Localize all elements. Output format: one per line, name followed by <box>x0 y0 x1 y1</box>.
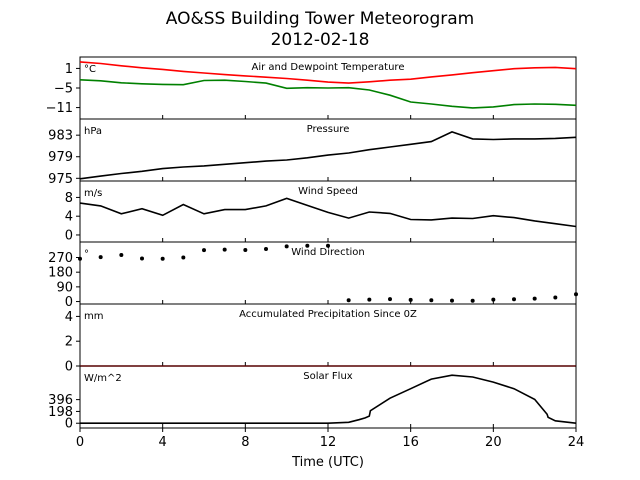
data-point <box>305 243 310 248</box>
panel-title: Solar Flux <box>303 371 353 382</box>
panel-unit-label: ° <box>84 249 89 260</box>
panel-unit-label: W/m^2 <box>84 373 122 384</box>
data-point <box>408 297 413 302</box>
panel-title: Accumulated Precipitation Since 0Z <box>239 309 417 320</box>
data-point <box>181 255 186 260</box>
panel-0: Air and Dewpoint Temperature °C 1 −5 −11 <box>46 56 577 120</box>
y-tick-label: 2 <box>65 335 73 350</box>
data-point <box>367 297 372 302</box>
data-point <box>78 256 82 261</box>
y-tick-label: 4 <box>65 210 73 225</box>
panel-2: Wind Speed m/s 8 4 0 <box>65 180 577 243</box>
panel-unit-label: °C <box>84 64 96 75</box>
series-line-1 <box>79 79 577 109</box>
data-point <box>140 256 144 261</box>
data-point <box>284 244 289 249</box>
data-point <box>222 247 227 252</box>
y-tick-label: 0 <box>65 360 73 375</box>
y-tick-label: 975 <box>48 172 73 187</box>
y-tick-label: 0 <box>65 228 73 243</box>
x-tick-label: 8 <box>241 435 249 450</box>
x-tick-label: 20 <box>485 435 502 450</box>
x-tick-label: 24 <box>568 435 585 450</box>
x-tick-label: 16 <box>402 435 419 450</box>
data-point <box>119 253 124 258</box>
x-tick-label: 12 <box>320 435 337 450</box>
data-point <box>450 298 454 303</box>
panel-unit-label: hPa <box>84 126 102 137</box>
data-point <box>512 297 516 302</box>
data-point <box>553 295 558 300</box>
panel-title: Pressure <box>307 124 350 135</box>
series-line-0 <box>79 61 577 84</box>
x-axis-label: Time (UTC) <box>291 455 364 470</box>
panel-unit-label: m/s <box>84 188 102 199</box>
data-point <box>532 296 537 301</box>
panel-title: Air and Dewpoint Temperature <box>252 62 405 73</box>
y-tick-label: −5 <box>54 82 73 97</box>
y-tick-label: 198 <box>48 405 73 420</box>
data-point <box>346 298 351 303</box>
x-tick-label: 0 <box>76 435 84 450</box>
data-point <box>160 256 165 261</box>
series-line-0 <box>79 131 577 180</box>
figure-title: AO&SS Building Tower Meteorogram <box>166 9 474 29</box>
data-point <box>429 298 434 303</box>
figure-subtitle: 2012-02-18 <box>271 30 370 50</box>
y-tick-label: 979 <box>48 150 73 165</box>
y-tick-label: 180 <box>48 266 73 281</box>
panel-unit-label: mm <box>84 311 103 322</box>
data-point <box>202 248 206 253</box>
y-tick-label: 0 <box>65 295 73 310</box>
data-point <box>470 298 475 303</box>
data-point <box>326 243 330 248</box>
series-line-0 <box>80 374 577 425</box>
series-line-0 <box>79 197 577 228</box>
x-tick-label: 4 <box>159 435 167 450</box>
data-point <box>98 255 103 260</box>
x-axis: 0 4 8 12 16 20 24 <box>76 428 584 450</box>
panels-group: Air and Dewpoint Temperature °C 1 −5 −11 Pres… <box>46 56 578 432</box>
y-tick-label: 90 <box>56 280 73 295</box>
data-point <box>491 297 496 302</box>
data-point <box>243 247 248 252</box>
y-tick-label: 0 <box>65 417 73 432</box>
y-tick-label: 1 <box>65 62 73 77</box>
y-tick-label: 396 <box>48 393 73 408</box>
y-tick-label: 4 <box>65 310 73 325</box>
panel-title: Wind Direction <box>291 247 365 258</box>
data-point <box>388 297 392 302</box>
data-point <box>264 247 268 252</box>
panel-title: Wind Speed <box>298 186 358 197</box>
panel-1: Pressure hPa 983 979 975 <box>48 118 577 187</box>
data-point <box>574 292 578 297</box>
y-tick-label: 270 <box>48 251 73 266</box>
y-tick-label: −11 <box>46 101 73 116</box>
y-tick-label: 8 <box>65 191 73 206</box>
y-tick-label: 983 <box>48 129 73 144</box>
panel-4: Accumulated Precipitation Since 0Z mm 4 2 0 <box>65 303 577 375</box>
